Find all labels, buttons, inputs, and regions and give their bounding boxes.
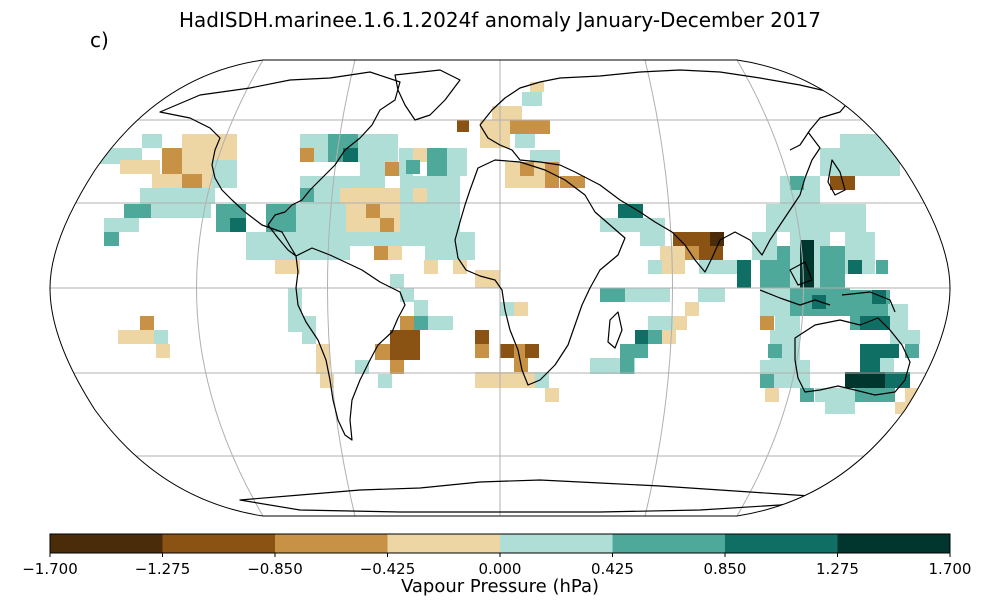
colorbar-swatch xyxy=(500,534,613,553)
colorbar-label: Vapour Pressure (hPa) xyxy=(400,576,600,597)
colorbar-tick-label: 0.850 xyxy=(704,560,747,578)
coastlines xyxy=(159,69,939,513)
colorbar-tick-label: −1.700 xyxy=(22,560,78,578)
colorbar-swatch xyxy=(612,534,726,553)
colorbar-tick-label: 0.425 xyxy=(591,560,634,578)
colorbar-ticks: −1.700 −1.275 −0.850 −0.425 0.000 0.425 0.850 1… xyxy=(22,553,971,578)
colorbar-tick-label: −0.425 xyxy=(360,560,416,578)
colorbar-tick-label: −0.850 xyxy=(247,560,303,578)
panel-label: c) xyxy=(90,28,109,52)
colorbar-tick-label: −1.275 xyxy=(135,560,191,578)
colorbar-swatch xyxy=(387,534,501,553)
colorbar-swatch xyxy=(837,534,951,553)
colorbar-swatch xyxy=(725,534,838,553)
colorbar-tick-label: 0.000 xyxy=(479,560,522,578)
colorbar-tick-label: 1.275 xyxy=(816,560,859,578)
colorbar-swatches xyxy=(50,534,951,553)
map-boundary xyxy=(49,59,951,517)
world-map xyxy=(49,59,951,517)
colorbar-swatch xyxy=(162,534,276,553)
anomaly-cells xyxy=(97,82,920,414)
colorbar-tick-label: 1.700 xyxy=(929,560,972,578)
map-title: HadISDH.marinee.1.6.1.2024f anomaly Janu… xyxy=(178,8,822,32)
colorbar-swatch xyxy=(275,534,388,553)
colorbar-swatch xyxy=(50,534,163,553)
